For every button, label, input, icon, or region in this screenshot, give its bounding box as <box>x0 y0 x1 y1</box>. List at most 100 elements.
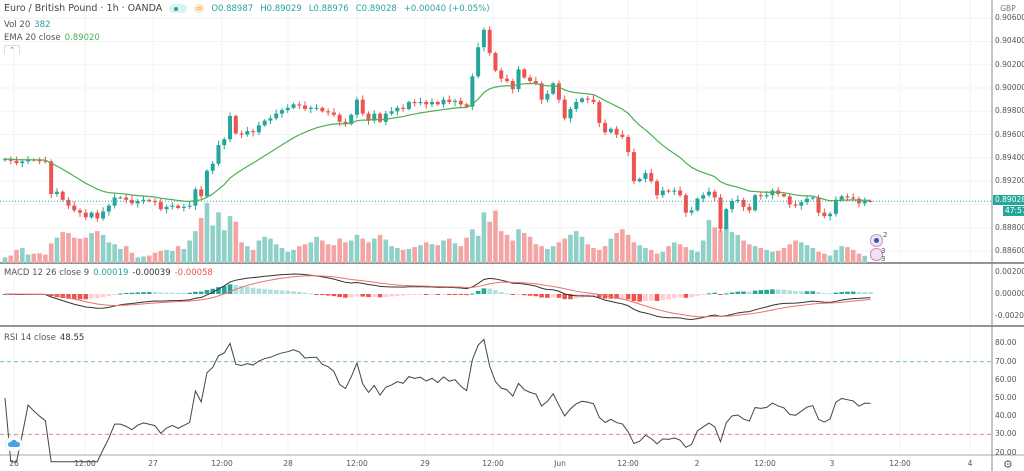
candle-body <box>164 206 169 210</box>
volume-bar <box>204 203 210 263</box>
candle-body <box>83 212 88 218</box>
macd-legend[interactable]: MACD 12 26 close 9 0.00019 -0.00039 -0.0005… <box>4 268 217 278</box>
candle-body <box>649 173 654 182</box>
volume-bar <box>533 244 539 263</box>
macd-histogram-bar <box>123 292 129 294</box>
candle-body <box>279 110 284 114</box>
candle-body <box>297 104 302 106</box>
candle-body <box>256 125 261 133</box>
settings-gear-icon[interactable]: ⚙ <box>1003 458 1013 471</box>
macd-histogram-bar <box>539 294 544 298</box>
volume-bar <box>614 233 619 263</box>
candle-body <box>620 134 625 137</box>
delayed-data-icon: = <box>194 4 205 13</box>
ohlc-change: +0.00040 (+0.05%) <box>403 4 490 14</box>
time-tick-label: 12:00 <box>617 459 639 468</box>
candle-body <box>568 108 573 119</box>
macd-histogram-bar <box>285 290 291 294</box>
volume-bar <box>689 249 694 263</box>
macd-histogram-bar <box>418 294 423 295</box>
volume-bar <box>758 248 764 263</box>
candle-body <box>412 101 417 104</box>
candle-body <box>614 128 619 135</box>
ema-line <box>4 82 871 203</box>
macd-histogram-bar <box>781 289 787 294</box>
volume-bar <box>579 236 585 263</box>
candle-body <box>66 199 71 206</box>
volume-bar <box>637 245 642 263</box>
candle-body <box>747 206 752 211</box>
candle-body <box>574 101 579 109</box>
candle-body <box>447 99 452 102</box>
macd-histogram-bar <box>204 290 210 294</box>
cloud-icon[interactable] <box>6 436 22 452</box>
volume-bar <box>418 245 423 263</box>
volume-bar <box>377 234 383 263</box>
macd-histogram-bar <box>522 294 527 296</box>
volume-bar <box>112 244 117 263</box>
event-marker-2[interactable]: 2 <box>870 231 887 247</box>
candle-body <box>101 211 106 219</box>
macd-histogram-bar <box>112 294 117 295</box>
macd-label: MACD 12 26 close 9 <box>4 268 90 278</box>
volume-bar <box>314 236 319 263</box>
volume-bar <box>816 251 821 263</box>
volume-bar <box>54 237 60 263</box>
volume-bar <box>833 249 839 263</box>
bar-countdown: 47:57 <box>1003 206 1024 216</box>
candle-body <box>753 195 758 211</box>
candle-body <box>349 114 354 125</box>
candle-body <box>78 210 83 213</box>
candle-body <box>585 98 590 100</box>
candle-body <box>308 107 313 109</box>
macd-histogram-bar <box>845 291 850 294</box>
currency-label[interactable]: GBP <box>1000 4 1016 13</box>
event-count: 3 3 <box>881 247 886 263</box>
candle-body <box>626 136 631 153</box>
candle-body <box>424 101 429 105</box>
volume-bar <box>146 255 152 263</box>
volume-bar <box>262 236 267 263</box>
time-tick-label: 3 <box>829 459 835 468</box>
event-marker-3[interactable]: 3 3 <box>870 247 886 263</box>
candle-body <box>562 99 567 119</box>
macd-signal-value: -0.00058 <box>174 268 213 278</box>
symbol-legend[interactable]: Euro / British Pound · 1h · OANDA = O0.8… <box>4 3 494 14</box>
volume-bar <box>106 242 112 263</box>
macd-signal-line <box>4 275 871 318</box>
rsi-legend[interactable]: RSI 14 close 48.55 <box>4 333 88 343</box>
macd-histogram-bar <box>400 294 406 296</box>
volume-bar <box>366 242 371 263</box>
volume-bar <box>591 248 596 263</box>
candle-body <box>429 101 434 105</box>
volume-bar <box>152 252 158 263</box>
volume-bar <box>798 242 804 263</box>
volume-bar <box>371 238 377 263</box>
candle-body <box>418 101 423 104</box>
volume-legend[interactable]: Vol 20 382 <box>4 20 54 30</box>
volume-bar <box>164 249 169 263</box>
macd-histogram-bar <box>60 294 65 299</box>
macd-histogram-bar <box>348 294 354 298</box>
candle-body <box>799 202 804 206</box>
volume-bar <box>360 238 366 263</box>
macd-histogram-bar <box>181 292 187 294</box>
macd-histogram-bar <box>804 291 810 294</box>
volume-bar <box>256 240 262 263</box>
macd-histogram-bar <box>527 294 533 296</box>
ema-legend[interactable]: EMA 20 close 0.89020 <box>4 33 104 43</box>
macd-histogram-bar <box>325 294 331 296</box>
macd-histogram-bar <box>764 289 769 294</box>
macd-histogram-bar <box>614 294 619 299</box>
candle-body <box>210 163 215 171</box>
volume-bar <box>718 230 723 263</box>
candle-body <box>435 101 440 105</box>
macd-histogram-bar <box>256 288 262 294</box>
price-tick-label: 0.90200 <box>995 59 1024 69</box>
macd-histogram-bar <box>672 294 677 299</box>
candle-body <box>8 159 13 161</box>
macd-histogram-bar <box>683 294 689 298</box>
macd-histogram-bar <box>302 292 308 294</box>
collapse-legend-button[interactable]: ⌃ <box>4 45 20 54</box>
